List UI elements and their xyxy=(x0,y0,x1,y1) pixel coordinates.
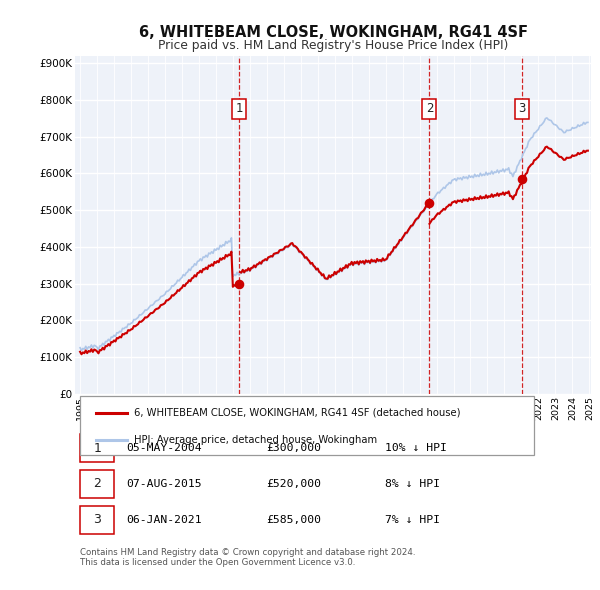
FancyBboxPatch shape xyxy=(80,434,114,462)
Point xyxy=(517,174,527,183)
Text: £585,000: £585,000 xyxy=(266,514,321,525)
Text: £300,000: £300,000 xyxy=(266,443,321,453)
FancyBboxPatch shape xyxy=(80,506,114,534)
Text: 3: 3 xyxy=(518,103,526,116)
Text: HPI: Average price, detached house, Wokingham: HPI: Average price, detached house, Woki… xyxy=(134,435,377,445)
Point xyxy=(425,198,434,208)
Text: 3: 3 xyxy=(93,513,101,526)
Text: Contains HM Land Registry data © Crown copyright and database right 2024.
This d: Contains HM Land Registry data © Crown c… xyxy=(80,548,416,568)
Text: 1: 1 xyxy=(93,441,101,454)
Text: 7% ↓ HPI: 7% ↓ HPI xyxy=(385,514,440,525)
Text: 05-MAY-2004: 05-MAY-2004 xyxy=(127,443,202,453)
Text: 10% ↓ HPI: 10% ↓ HPI xyxy=(385,443,446,453)
Point xyxy=(235,279,244,289)
Text: £520,000: £520,000 xyxy=(266,479,321,489)
Text: 06-JAN-2021: 06-JAN-2021 xyxy=(127,514,202,525)
Text: 6, WHITEBEAM CLOSE, WOKINGHAM, RG41 4SF: 6, WHITEBEAM CLOSE, WOKINGHAM, RG41 4SF xyxy=(139,25,527,40)
Text: 6, WHITEBEAM CLOSE, WOKINGHAM, RG41 4SF (detached house): 6, WHITEBEAM CLOSE, WOKINGHAM, RG41 4SF … xyxy=(134,408,461,418)
Text: 8% ↓ HPI: 8% ↓ HPI xyxy=(385,479,440,489)
Text: 2: 2 xyxy=(425,103,433,116)
Text: Price paid vs. HM Land Registry's House Price Index (HPI): Price paid vs. HM Land Registry's House … xyxy=(158,39,508,52)
Text: 07-AUG-2015: 07-AUG-2015 xyxy=(127,479,202,489)
FancyBboxPatch shape xyxy=(80,470,114,498)
Text: 1: 1 xyxy=(235,103,243,116)
FancyBboxPatch shape xyxy=(80,396,534,455)
Text: 2: 2 xyxy=(93,477,101,490)
